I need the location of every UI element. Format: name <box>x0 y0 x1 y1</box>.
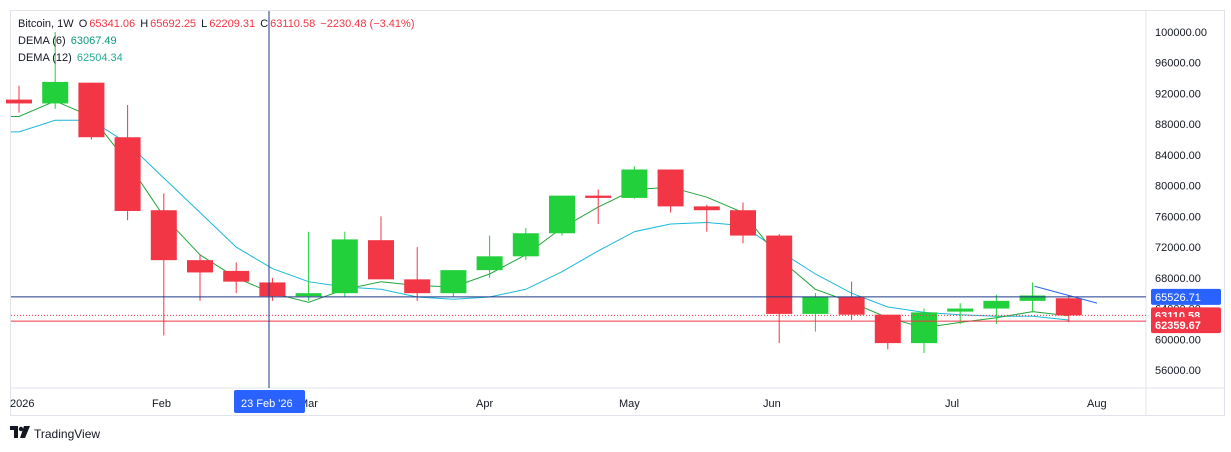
y-tick-label: 88000.00 <box>1155 119 1201 131</box>
dema12-legend[interactable]: DEMA (12) 62504.34 <box>18 50 125 66</box>
close-label: C <box>260 18 269 30</box>
y-tick-label: 72000.00 <box>1155 242 1201 254</box>
tv-logo-icon <box>10 426 30 441</box>
close-value: 63110.58 <box>270 18 316 30</box>
x-tick-label: Apr <box>476 398 493 410</box>
high-label: H <box>140 18 149 30</box>
y-tick-label: 96000.00 <box>1155 58 1201 70</box>
candle-body[interactable] <box>1019 295 1046 301</box>
candle-body[interactable] <box>874 314 901 344</box>
change-value: −2230.48 (−3.41%) <box>320 18 415 30</box>
y-tick-label: 92000.00 <box>1155 88 1201 100</box>
price-tag <box>1151 317 1221 334</box>
candle-body[interactable] <box>295 293 322 297</box>
dema12-line <box>11 119 1069 321</box>
low-value: 62209.31 <box>209 18 256 30</box>
candle-body[interactable] <box>549 195 575 234</box>
y-tick-label: 84000.00 <box>1155 150 1201 162</box>
x-tick-label: Jun <box>763 398 781 410</box>
candle-body[interactable] <box>404 279 431 294</box>
y-tick-label: 76000.00 <box>1155 211 1201 223</box>
candle-body[interactable] <box>838 297 865 315</box>
x-tick-label: May <box>619 398 640 410</box>
dema12-label: DEMA (12) <box>18 52 72 64</box>
y-tick-label: 100000.00 <box>1155 27 1207 39</box>
candle-body[interactable] <box>42 81 69 104</box>
open-value: 65341.06 <box>89 18 136 30</box>
trend-line[interactable] <box>1034 285 1098 304</box>
candle-body[interactable] <box>766 235 793 314</box>
candle-body[interactable] <box>730 210 756 236</box>
candle-body[interactable] <box>983 300 1010 309</box>
dema12-value: 62504.34 <box>76 52 123 64</box>
candle-body[interactable] <box>6 99 32 104</box>
symbol-label[interactable]: Bitcoin, 1W <box>18 18 74 30</box>
y-tick-label: 60000.00 <box>1155 334 1201 346</box>
crosshair-date-label: 23 Feb '26 <box>241 398 293 410</box>
candle-body[interactable] <box>1055 298 1082 316</box>
candle-body[interactable] <box>78 82 105 138</box>
y-tick-label: 80000.00 <box>1155 181 1201 193</box>
candle-body[interactable] <box>150 210 177 261</box>
candle-body[interactable] <box>476 256 503 271</box>
candle-body[interactable] <box>259 282 286 297</box>
candle-body[interactable] <box>368 240 394 280</box>
candle-body[interactable] <box>331 239 358 294</box>
low-label: L <box>201 18 208 30</box>
candle-body[interactable] <box>440 270 467 294</box>
y-tick-label: 56000.00 <box>1155 365 1201 377</box>
crosshair-price-label: 65526.71 <box>1155 292 1201 304</box>
candle-body[interactable] <box>187 260 213 273</box>
x-tick-label: Jul <box>945 398 959 410</box>
candle-body[interactable] <box>911 312 937 344</box>
tradingview-footer[interactable]: TradingView <box>10 426 100 441</box>
x-tick-label: Feb <box>152 398 171 410</box>
candle-body[interactable] <box>114 137 141 211</box>
candle-body[interactable] <box>947 308 974 312</box>
candle-body[interactable] <box>585 195 612 198</box>
candle-body[interactable] <box>693 206 720 211</box>
candle-body[interactable] <box>223 270 250 282</box>
candle-body[interactable] <box>621 169 648 198</box>
tradingview-brand: TradingView <box>34 426 101 441</box>
price-tag-label: 62359.67 <box>1155 320 1201 332</box>
dema6-label: DEMA (6) <box>18 35 66 47</box>
chart-frame[interactable] <box>10 10 1225 416</box>
high-value: 65692.25 <box>150 18 197 30</box>
crosshair-date-tag <box>234 390 305 413</box>
crosshair-price-tag <box>1151 288 1221 305</box>
x-tick-label: 2026 <box>10 398 34 410</box>
dema6-legend[interactable]: DEMA (6) 63067.49 <box>18 33 119 49</box>
dema6-value: 63067.49 <box>70 35 117 47</box>
ohlc-legend: Bitcoin, 1W O 65341.06 H 65692.25 L 62209.3… <box>18 16 416 32</box>
candle-body[interactable] <box>802 297 829 314</box>
x-tick-label: Aug <box>1087 398 1107 410</box>
candle-body[interactable] <box>657 169 684 207</box>
y-tick-label: 68000.00 <box>1155 273 1201 285</box>
candle-body[interactable] <box>512 233 539 257</box>
open-label: O <box>78 18 88 30</box>
